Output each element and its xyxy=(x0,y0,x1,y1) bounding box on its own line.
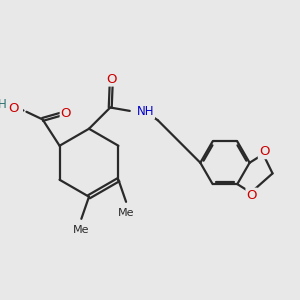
Text: O: O xyxy=(106,73,116,85)
Text: O: O xyxy=(9,102,19,115)
Text: NH: NH xyxy=(136,105,154,118)
Text: Me: Me xyxy=(73,225,89,235)
Text: O: O xyxy=(61,107,71,120)
Text: H: H xyxy=(0,98,7,112)
Text: O: O xyxy=(247,189,257,202)
Text: O: O xyxy=(259,145,269,158)
Text: Me: Me xyxy=(118,208,135,218)
